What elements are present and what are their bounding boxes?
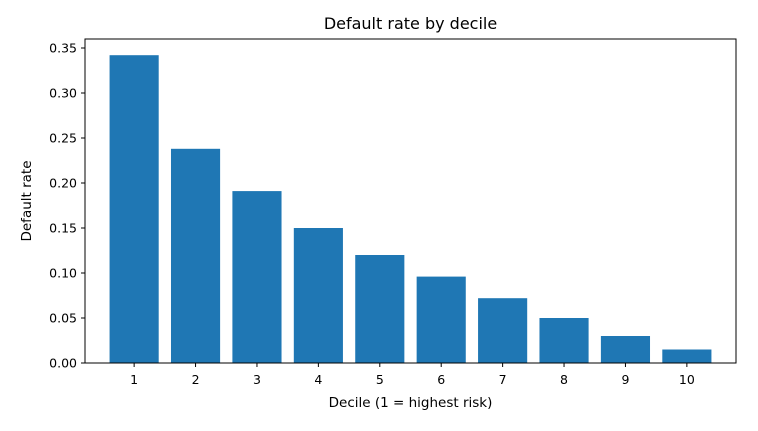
x-tick-label: 7	[499, 372, 507, 387]
y-tick-label: 0.10	[49, 266, 77, 281]
bar-decile-5	[355, 255, 405, 363]
bar-decile-10	[662, 349, 712, 363]
plot-area: 1 2 3 4 5 6 7 8 9 10 0.00 0.05 0.10 0.15 0.20 0.25 0.30 0…	[49, 38, 737, 387]
bar-decile-7	[478, 298, 528, 363]
bar-decile-9	[600, 336, 651, 363]
bar-decile-6	[416, 276, 466, 363]
bar-decile-3	[232, 191, 282, 363]
x-tick-label: 4	[314, 372, 322, 387]
y-tick-label: 0.00	[49, 356, 77, 371]
x-tick-label: 9	[621, 372, 629, 387]
x-tick-label: 1	[130, 372, 138, 387]
x-axis-label: Decile (1 = highest risk)	[329, 395, 493, 411]
chart-title: Default rate by decile	[324, 14, 497, 33]
y-axis-label: Default rate	[19, 160, 35, 241]
bar-decile-4	[293, 228, 343, 363]
y-tick-label: 0.30	[49, 86, 77, 101]
x-tick-label: 8	[560, 372, 568, 387]
y-tick-label: 0.05	[49, 311, 77, 326]
x-tick-label: 6	[437, 372, 445, 387]
axes-frame	[84, 38, 737, 364]
y-tick-label: 0.25	[49, 131, 77, 146]
bar-decile-8	[539, 318, 589, 363]
bar-decile-2	[170, 148, 221, 363]
y-tick-label: 0.15	[49, 221, 77, 236]
x-tick-label: 2	[192, 372, 200, 387]
y-tick-label: 0.20	[49, 176, 77, 191]
y-tick-label: 0.35	[49, 41, 77, 56]
bar-decile-1	[109, 55, 159, 363]
x-tick-label: 5	[376, 372, 384, 387]
x-tick-label: 10	[679, 372, 695, 387]
x-tick-label: 3	[253, 372, 261, 387]
